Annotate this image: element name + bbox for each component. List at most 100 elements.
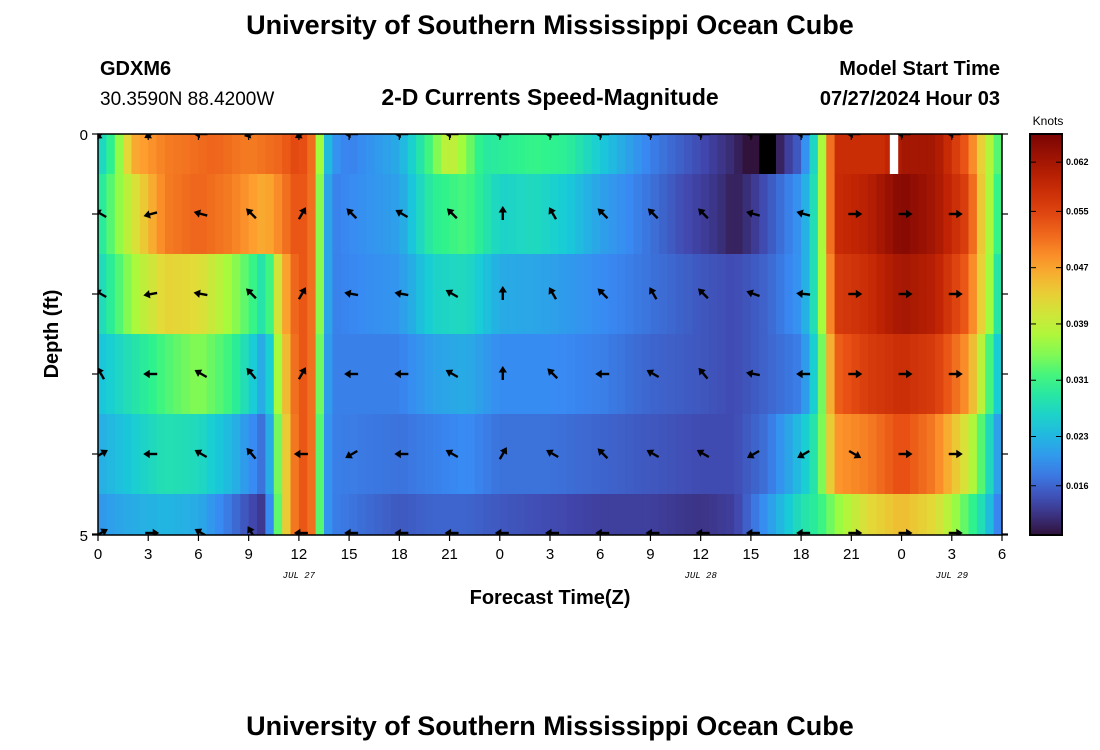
heatmap-cell [173,254,183,334]
x-axis-label: Forecast Time(Z) [470,587,631,609]
heatmap-cell [876,254,886,334]
current-vector-arrow [297,287,307,300]
current-vector-arrow [848,449,862,459]
heatmap-cell [265,414,275,494]
heatmap-cell [215,334,225,414]
colorbar-tick-label: 0.055 [1066,206,1089,216]
heatmap-cell [976,494,986,535]
heatmap-cell [206,174,216,254]
current-vector-arrow [645,528,660,535]
heatmap-cell [918,254,928,334]
heatmap-cell [164,494,174,535]
heatmap-cell [365,334,375,414]
heatmap-cell [985,134,995,174]
heatmap-cell [206,254,216,334]
heatmap-cell [257,174,267,254]
heatmap-cell [859,134,869,174]
heatmap-cell [416,174,426,254]
heatmap-cell [307,134,317,174]
heatmap-cell [625,494,635,535]
heatmap-cell [884,174,894,254]
current-vector-arrow [345,449,358,459]
heatmap-cell [960,414,970,494]
heatmap-cell [407,254,417,334]
current-vector-arrow [746,209,760,218]
heatmap-cell [709,494,719,535]
heatmap-cell [190,254,200,334]
heatmap-cell [675,414,685,494]
heatmap-cell [407,494,417,535]
heatmap-cell [976,334,986,414]
heatmap-cell [725,134,735,174]
heatmap-cell [826,134,836,174]
x-tick-label: 18 [391,546,408,563]
current-vector-arrow [297,207,307,220]
heatmap-cell [483,494,493,535]
heatmap-cell [935,134,945,174]
current-vector-arrow [445,369,459,379]
heatmap-cell [257,134,267,174]
heatmap-cell [332,494,342,535]
heatmap-cell [591,414,601,494]
heatmap-cell [893,494,903,535]
heatmap-cell [809,414,819,494]
heatmap-cell [357,174,367,254]
heatmap-cell [642,414,652,494]
heatmap-cell [616,174,626,254]
heatmap-cell [575,134,585,174]
heatmap-cell [575,254,585,334]
current-vector-arrow [746,369,761,378]
colorbar-tick-label: 0.016 [1066,481,1089,491]
heatmap-cell [566,254,576,334]
heatmap-cell [734,334,744,414]
current-vector-arrow [394,528,409,535]
heatmap-cell [784,494,794,535]
heatmap-cell [173,134,183,174]
heatmap-cell [131,494,141,535]
heatmap-cell [817,174,827,254]
heatmap-cell [859,414,869,494]
heatmap-cell [315,494,325,535]
heatmap-cell [893,414,903,494]
heatmap-cell [926,414,936,494]
heatmap-cell [307,414,317,494]
heatmap-cell [876,414,886,494]
heatmap-cell [884,494,894,535]
heatmap-cell [842,414,852,494]
heatmap-cell [608,334,618,414]
heatmap-cell [407,174,417,254]
heatmap-cell [550,134,559,174]
heatmap-cell [709,254,719,334]
current-vector-arrow [498,366,507,380]
x-tick-label: 12 [291,546,308,563]
heatmap-cell [441,134,451,174]
current-vector-arrow [948,209,963,219]
heatmap-cell [206,494,216,535]
heatmap-cell [265,174,275,254]
heatmap-cell [784,334,794,414]
heatmap-cell [424,494,434,535]
heatmap-cell [834,254,844,334]
heatmap-cell [508,134,518,174]
heatmap-cell [290,254,300,334]
current-vector-arrow [597,208,609,220]
heatmap-cell [817,254,827,334]
heatmap-cell [416,414,426,494]
heatmap-cell [792,414,802,494]
heatmap-cell [809,254,819,334]
heatmap-cell [834,494,844,535]
heatmap-cell [282,494,292,535]
heatmap-cell [457,254,467,334]
heatmap-cell [499,334,509,414]
heatmap-cell [842,134,852,174]
heatmap-cell [114,174,124,254]
current-vector-arrow [293,449,308,459]
x-tick-label: 3 [948,546,956,563]
current-vector-arrow [293,528,308,535]
heatmap-cell [340,174,350,254]
heatmap-cell [349,494,359,535]
current-vector-arrow [848,289,863,299]
heatmap-cell [173,414,183,494]
heatmap-cell [700,134,710,174]
heatmap-cell [315,334,325,414]
